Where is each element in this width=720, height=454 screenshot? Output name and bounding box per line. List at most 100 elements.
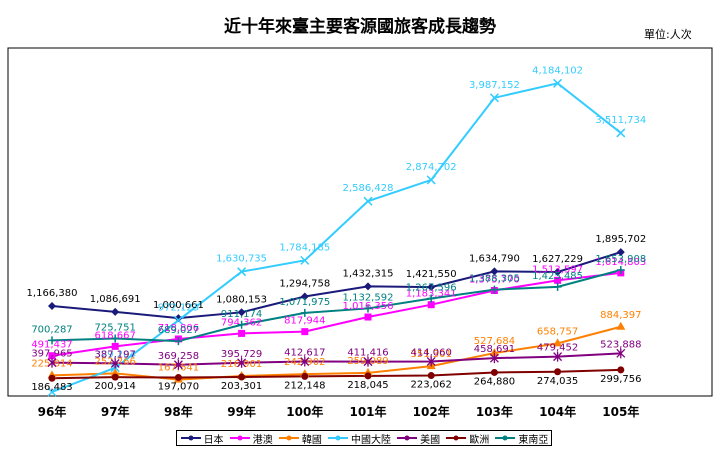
data-point [490, 267, 499, 276]
data-point [301, 372, 309, 380]
x-tick-label: 98年 [164, 404, 193, 419]
data-point [48, 301, 56, 310]
data-label: 1,653,908 [595, 254, 646, 265]
data-label: 3,511,734 [595, 115, 646, 126]
series-line [51, 82, 622, 393]
data-label: 351,301 [411, 349, 452, 360]
data-label: 1,627,229 [532, 254, 583, 265]
data-point [111, 342, 119, 350]
data-point [426, 356, 436, 367]
data-point [489, 353, 499, 364]
data-point [427, 283, 436, 292]
unit-label: 單位:人次 [644, 28, 692, 41]
data-point [363, 356, 373, 367]
data-point [48, 352, 56, 360]
data-point [616, 128, 626, 138]
data-point [110, 358, 120, 369]
legend-swatch [446, 435, 467, 441]
x-tick-label: 100年 [286, 404, 323, 419]
data-label: 186,483 [31, 382, 72, 393]
data-label: 1,183,341 [406, 289, 457, 300]
data-label: 1,267,596 [406, 282, 457, 293]
data-label: 1,614,803 [595, 257, 646, 268]
data-point [300, 255, 310, 265]
data-label: 1,513,597 [532, 264, 583, 275]
legend-swatch [397, 435, 418, 441]
legend-label: 歐洲 [469, 434, 490, 446]
data-label: 700,287 [31, 324, 72, 335]
data-label: 1,388,305 [469, 274, 520, 285]
x-tick-label: 96年 [38, 404, 67, 419]
x-tick-label: 104年 [539, 404, 576, 419]
data-label: 1,421,550 [406, 269, 457, 280]
legend-swatch [495, 435, 516, 441]
legend-label: 港澳 [252, 434, 273, 446]
legend-item: 港澳 [229, 431, 273, 446]
legend-label: 韓國 [301, 434, 322, 446]
data-label: 387,197 [95, 349, 136, 360]
data-point [427, 301, 435, 309]
data-label: 414,060 [411, 347, 452, 358]
data-label: 197,070 [158, 381, 199, 392]
data-label: 725,751 [95, 322, 136, 333]
data-point [553, 267, 562, 276]
data-point [300, 308, 309, 317]
data-point [553, 282, 562, 291]
data-point [427, 294, 436, 303]
data-label: 2,874,702 [406, 162, 457, 173]
x-tick-label: 102年 [413, 404, 450, 419]
data-point [237, 357, 247, 368]
legend-label: 美國 [420, 434, 441, 446]
data-label: 972,123 [158, 302, 199, 313]
data-label: 274,035 [537, 376, 578, 387]
data-label: 369,258 [158, 351, 199, 362]
data-point [48, 374, 56, 382]
series-line [51, 368, 621, 380]
data-point [300, 356, 310, 367]
data-label: 1,432,315 [343, 268, 394, 279]
data-label: 911,174 [221, 309, 262, 320]
data-point [617, 366, 625, 374]
x-tick-label: 105年 [602, 404, 639, 419]
data-label: 218,045 [347, 380, 388, 391]
data-label: 817,944 [284, 316, 325, 327]
data-label: 411,416 [347, 348, 388, 359]
data-label: 1,132,592 [343, 292, 394, 303]
data-label: 2,586,428 [343, 183, 394, 194]
data-point [238, 329, 246, 337]
chart-title: 近十年來臺主要客源國旅客成長趨勢 [224, 17, 496, 37]
data-point [364, 372, 372, 380]
legend: 日本 港澳 韓國 中國大陸 美國 歐洲 東南亞 [176, 430, 552, 446]
data-point [489, 348, 499, 357]
data-label: 689,027 [158, 325, 199, 336]
data-label: 1,634,790 [469, 253, 520, 264]
data-label: 1,425,485 [532, 271, 583, 282]
legend-item: 歐洲 [445, 431, 489, 446]
data-label: 527,684 [474, 336, 515, 347]
data-point [616, 348, 626, 359]
data-label: 1,086,691 [90, 294, 141, 305]
data-label: 203,301 [221, 381, 262, 392]
legend-item: 東南亞 [494, 431, 548, 446]
legend-swatch [327, 435, 348, 441]
data-label: 299,756 [600, 374, 641, 385]
data-point [238, 373, 246, 381]
data-label: 491,437 [31, 340, 72, 351]
data-label: 479,452 [537, 343, 578, 354]
series-line [51, 352, 621, 366]
data-point [173, 315, 183, 325]
data-point [110, 368, 120, 377]
x-tick-label: 97年 [101, 404, 130, 419]
data-label: 884,397 [600, 310, 641, 321]
data-point [111, 307, 120, 316]
data-point [111, 373, 119, 381]
legend-label: 東南亞 [518, 434, 549, 446]
data-label: 1,784,185 [279, 242, 330, 253]
data-point [616, 265, 625, 274]
legend-swatch [229, 435, 250, 441]
legend-swatch [180, 435, 201, 441]
data-point [174, 337, 183, 346]
data-point [237, 308, 246, 317]
legend-swatch [278, 435, 299, 441]
